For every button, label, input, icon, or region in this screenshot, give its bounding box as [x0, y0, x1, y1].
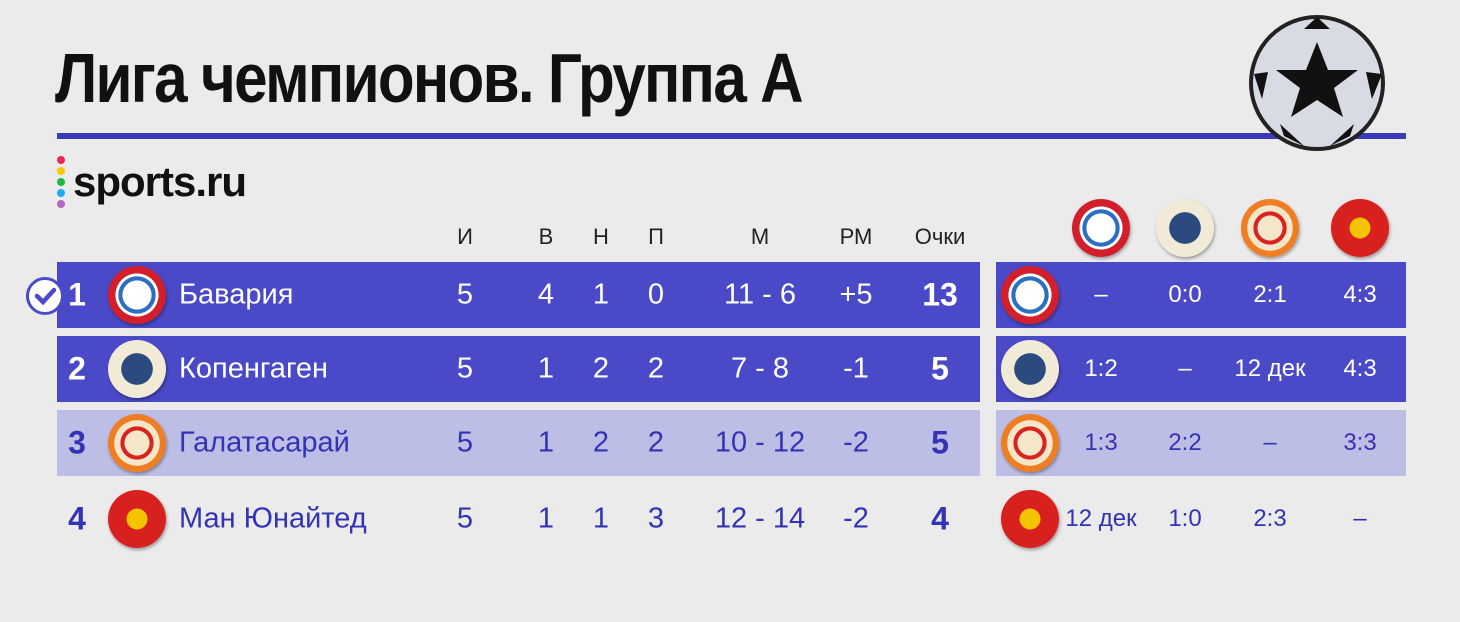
match-result: 1:3 [1084, 429, 1118, 456]
match-result: 12 дек [1234, 355, 1306, 382]
col-header-wins: В [538, 224, 554, 249]
stat-l: 2 [647, 352, 665, 385]
stat-w: 4 [537, 278, 555, 311]
standings-row[interactable]: 4 Ман Юнайтед 5 1 1 3 12 - 14 -2 4 [57, 486, 980, 552]
position: 1 [68, 276, 86, 313]
stat-w: 1 [537, 426, 555, 459]
stat-played: 5 [456, 352, 474, 385]
bayern-crest-icon [1072, 199, 1130, 257]
page-title: Лига чемпионов. Группа А [55, 39, 804, 117]
col-header-goals: М [750, 224, 770, 249]
stat-w: 1 [537, 502, 555, 535]
matrix-row: – 0:0 2:1 4:3 [996, 262, 1406, 328]
match-result: – [1094, 281, 1108, 308]
champions-league-ball-icon [1249, 15, 1385, 151]
stat-goals: 10 - 12 [714, 426, 806, 459]
logo-text: sports.ru [73, 158, 247, 205]
stat-pts: 5 [931, 350, 949, 387]
stat-goals: 12 - 14 [714, 502, 806, 535]
title-divider [57, 133, 1406, 139]
copenhagen-crest-icon [1001, 340, 1059, 398]
matrix-row: 1:2 – 12 дек 4:3 [996, 336, 1406, 402]
match-result: – [1178, 355, 1192, 382]
team-name[interactable]: Галатасарай [179, 426, 350, 459]
stat-d: 1 [592, 278, 610, 311]
match-result: – [1263, 429, 1277, 456]
position: 3 [68, 424, 86, 461]
col-header-played: И [457, 224, 473, 249]
match-result: 2:2 [1168, 429, 1202, 456]
position: 2 [68, 350, 86, 387]
match-result: 1:2 [1084, 355, 1118, 382]
copenhagen-crest-icon [1156, 199, 1214, 257]
stat-pts: 4 [931, 500, 949, 537]
stat-gd: +5 [839, 278, 873, 311]
col-header-draws: Н [593, 224, 609, 249]
manutd-crest-icon [1331, 199, 1389, 257]
match-result: 3:3 [1343, 429, 1377, 456]
team-name[interactable]: Ман Юнайтед [179, 502, 367, 535]
stat-pts: 13 [922, 276, 958, 313]
match-result: 12 дек [1065, 505, 1137, 532]
stat-gd: -2 [843, 426, 869, 459]
match-result: 0:0 [1168, 281, 1202, 308]
galatasaray-crest-icon [1001, 414, 1059, 472]
stat-goals: 11 - 6 [723, 278, 797, 311]
logo-dots-icon [57, 156, 65, 208]
galatasaray-crest-icon [1241, 199, 1299, 257]
col-header-goal-diff: РМ [839, 224, 873, 249]
stat-gd: -2 [843, 502, 869, 535]
manutd-crest-icon [1001, 490, 1059, 548]
stat-d: 1 [592, 502, 610, 535]
matrix-row: 1:3 2:2 – 3:3 [996, 410, 1406, 476]
position: 4 [68, 500, 86, 537]
manutd-crest-icon [108, 490, 166, 548]
stat-l: 3 [647, 502, 665, 535]
qualified-check-icon [26, 277, 64, 315]
stat-pts: 5 [931, 424, 949, 461]
matrix-row: 12 дек 1:0 2:3 – [996, 486, 1406, 552]
standings-row[interactable]: 3 Галатасарай 5 1 2 2 10 - 12 -2 5 [57, 410, 980, 476]
stat-d: 2 [592, 352, 610, 385]
match-result: 4:3 [1343, 355, 1377, 382]
stat-played: 5 [456, 502, 474, 535]
copenhagen-crest-icon [108, 340, 166, 398]
match-result: 2:3 [1253, 505, 1287, 532]
match-result: 1:0 [1168, 505, 1202, 532]
stat-l: 0 [647, 278, 665, 311]
match-result: 2:1 [1253, 281, 1287, 308]
stat-l: 2 [647, 426, 665, 459]
stat-played: 5 [456, 426, 474, 459]
stat-d: 2 [592, 426, 610, 459]
stat-w: 1 [537, 352, 555, 385]
stat-goals: 7 - 8 [730, 352, 790, 385]
galatasaray-crest-icon [108, 414, 166, 472]
standings-row[interactable]: 1 Бавария 5 4 1 0 11 - 6 +5 13 [57, 262, 980, 328]
bayern-crest-icon [108, 266, 166, 324]
col-header-points: Очки [914, 224, 966, 249]
bayern-crest-icon [1001, 266, 1059, 324]
col-header-losses: П [648, 224, 664, 249]
stat-played: 5 [456, 278, 474, 311]
standings-row[interactable]: 2 Копенгаген 5 1 2 2 7 - 8 -1 5 [57, 336, 980, 402]
match-result: 4:3 [1343, 281, 1377, 308]
team-name[interactable]: Бавария [179, 278, 294, 311]
match-result: – [1353, 505, 1367, 532]
team-name[interactable]: Копенгаген [179, 352, 329, 385]
sports-ru-logo: sports.ru [57, 154, 247, 210]
stat-gd: -1 [843, 352, 869, 385]
